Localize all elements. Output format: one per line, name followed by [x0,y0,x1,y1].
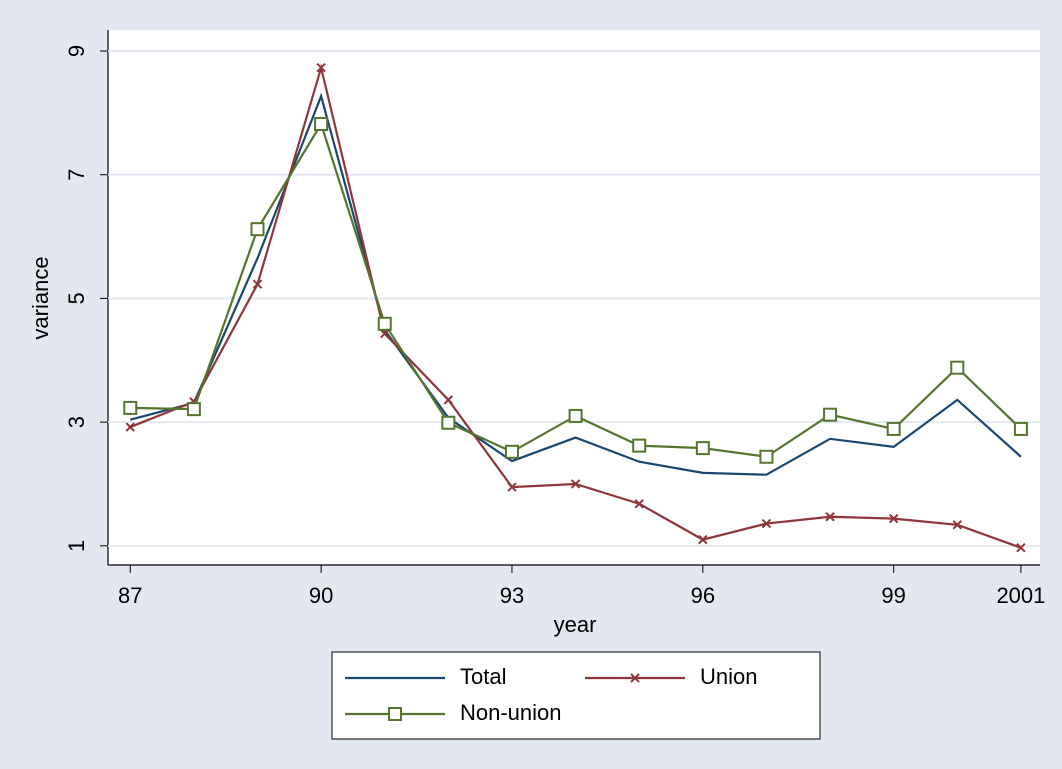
point [886,421,901,436]
x-tick-label: 2001 [996,583,1045,608]
y-tick-label: 1 [64,540,89,552]
legend [331,651,821,740]
point [761,518,772,529]
point [570,479,581,489]
legend-label: Union [700,664,757,689]
point [634,499,644,509]
point [888,513,899,524]
point [952,520,963,530]
point [823,407,838,422]
point [377,316,392,331]
y-tick-label: 3 [64,416,89,428]
x-tick-label: 90 [309,583,333,608]
point [1016,542,1026,553]
point [1013,421,1028,436]
legend-label: Total [460,664,506,689]
x-axis-title: year [554,612,597,637]
point [568,408,583,423]
legend-marker [388,707,402,721]
point [632,438,647,453]
point [825,512,835,522]
point [759,449,774,464]
point [507,482,517,492]
x-tick-label: 99 [881,583,905,608]
y-tick-label: 9 [64,45,89,57]
point [380,328,390,339]
point [250,222,265,237]
y-tick-label: 5 [64,292,89,304]
point [695,441,710,456]
y-axis-title: variance [28,256,53,339]
point [698,534,708,545]
point [316,63,326,73]
legend-label: Non-union [460,700,562,725]
y-tick-label: 7 [64,169,89,181]
point [252,279,263,289]
legend-marker [630,673,640,683]
point [186,402,201,417]
x-tick-label: 87 [118,583,142,608]
x-tick-label: 93 [500,583,524,608]
point [125,422,135,432]
x-tick-label: 96 [691,583,715,608]
point [443,395,454,405]
series-line [129,92,1022,476]
point [123,400,138,415]
point [504,444,519,459]
point [441,415,456,430]
point [950,360,965,375]
point [314,117,329,132]
